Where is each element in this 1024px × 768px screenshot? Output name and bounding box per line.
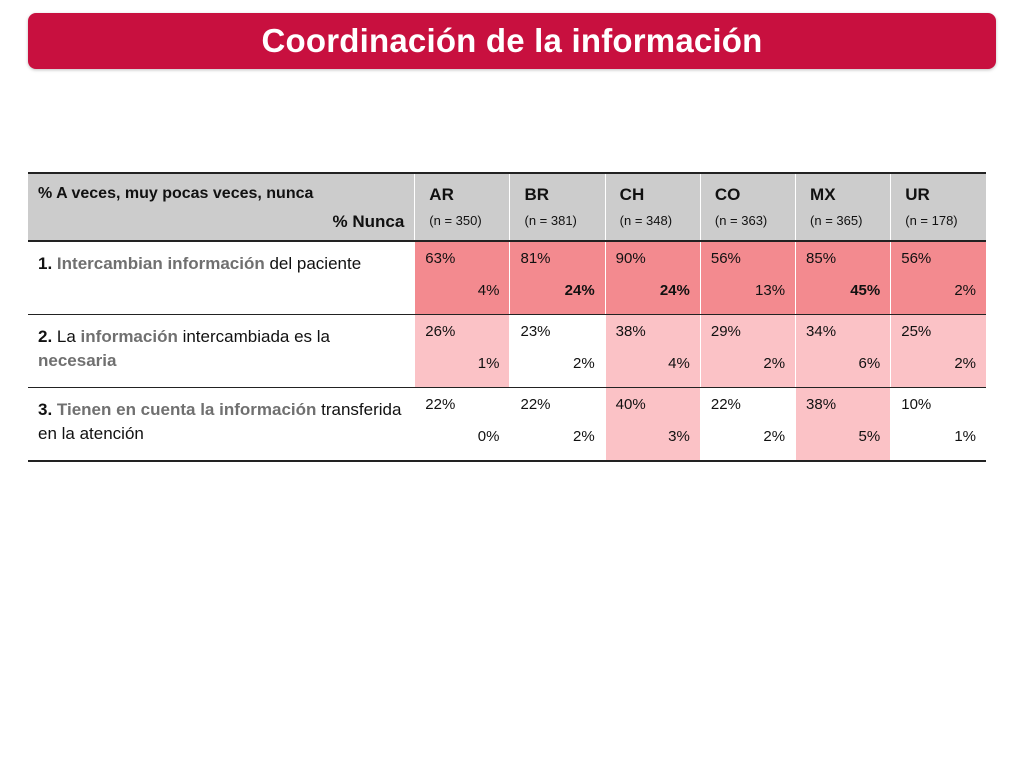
table-row: 2. La información intercambiada es la ne… <box>28 314 986 388</box>
cell-value-never: 13% <box>755 282 786 299</box>
table-cell: 26% 1% <box>414 314 510 388</box>
table-cell: 56% 13% <box>699 241 796 315</box>
country-code: AR <box>429 185 454 204</box>
row-label: 1. Intercambian información del paciente <box>28 241 415 315</box>
cell-value-sometimes: 63% <box>425 250 456 267</box>
cell-value-sometimes: 29% <box>710 323 741 340</box>
header-country-mx: MX (n = 365) <box>795 172 891 242</box>
row-label: 3. Tienen en cuenta la información trans… <box>28 387 415 462</box>
cell-value-never: 2% <box>572 355 595 372</box>
cell-value-sometimes: 90% <box>615 250 646 267</box>
cell-value-sometimes: 85% <box>806 250 837 267</box>
table-header-row: % A veces, muy pocas veces, nunca % Nunc… <box>28 172 986 242</box>
table-cell: 34% 6% <box>795 314 891 388</box>
row-number: 3. <box>38 400 53 419</box>
table-cell: 90% 24% <box>604 241 701 315</box>
row-label-highlight: Intercambian información <box>56 254 265 273</box>
cell-value-never: 1% <box>954 428 976 445</box>
table-cell: 22% 2% <box>509 387 606 462</box>
country-sample-size: (n = 178) <box>905 213 958 228</box>
header-country-ch: CH (n = 348) <box>604 172 701 242</box>
row-number: 1. <box>38 254 53 273</box>
table-row: 3. Tienen en cuenta la información trans… <box>28 387 986 462</box>
cell-value-sometimes: 81% <box>520 250 551 267</box>
row-label-highlight: necesaria <box>38 351 117 370</box>
cell-value-sometimes: 40% <box>615 396 646 413</box>
cell-value-sometimes: 22% <box>425 396 456 413</box>
table-cell: 22% 0% <box>414 387 510 462</box>
cell-value-never: 2% <box>763 428 786 445</box>
country-code: CH <box>619 185 645 204</box>
cell-value-sometimes: 10% <box>901 396 932 413</box>
cell-value-never: 2% <box>763 355 786 372</box>
header-country-br: BR (n = 381) <box>509 172 606 242</box>
header-country-co: CO (n = 363) <box>699 172 796 242</box>
row-label-text: La <box>52 327 81 346</box>
table-cell: 22% 2% <box>699 387 796 462</box>
row-label-highlight: información <box>80 327 178 346</box>
country-code: MX <box>810 185 836 204</box>
cell-value-sometimes: 38% <box>615 323 646 340</box>
header-label-cell: % A veces, muy pocas veces, nunca % Nunc… <box>28 172 415 242</box>
header-never-label: % Nunca <box>332 212 405 231</box>
cell-value-sometimes: 22% <box>520 396 551 413</box>
country-sample-size: (n = 350) <box>429 213 482 228</box>
table-row: 1. Intercambian información del paciente… <box>28 241 986 315</box>
cell-value-never: 2% <box>954 282 976 299</box>
cell-value-sometimes: 56% <box>710 250 741 267</box>
table-cell: 38% 4% <box>604 314 701 388</box>
table-cell: 29% 2% <box>699 314 796 388</box>
cell-value-never: 5% <box>858 428 881 445</box>
row-label-highlight: Tienen en cuenta la información <box>56 400 317 419</box>
slide-title: Coordinación de la información <box>28 13 996 69</box>
table-cell: 56% 2% <box>890 241 986 315</box>
row-label-text: del paciente <box>264 254 362 273</box>
country-code: UR <box>905 185 930 204</box>
country-sample-size: (n = 381) <box>524 213 577 228</box>
cell-value-never: 2% <box>954 355 976 372</box>
cell-value-sometimes: 25% <box>901 323 932 340</box>
header-measure-label: % A veces, muy pocas veces, nunca <box>38 185 314 202</box>
cell-value-sometimes: 38% <box>806 396 837 413</box>
cell-value-sometimes: 56% <box>901 250 932 267</box>
table-cell: 63% 4% <box>414 241 510 315</box>
cell-value-never: 2% <box>572 428 595 445</box>
table-cell: 85% 45% <box>795 241 891 315</box>
cell-value-never: 45% <box>850 282 881 299</box>
cell-value-never: 0% <box>477 428 500 445</box>
cell-value-sometimes: 34% <box>806 323 837 340</box>
country-code: CO <box>714 185 741 204</box>
cell-value-sometimes: 22% <box>710 396 741 413</box>
cell-value-never: 24% <box>659 282 690 299</box>
table-cell: 10% 1% <box>890 387 986 462</box>
cell-value-never: 1% <box>477 355 500 372</box>
table-cell: 81% 24% <box>509 241 606 315</box>
row-label: 2. La información intercambiada es la ne… <box>28 314 415 388</box>
header-country-ar: AR (n = 350) <box>414 172 510 242</box>
table-cell: 23% 2% <box>509 314 606 388</box>
cell-value-never: 4% <box>668 355 690 372</box>
cell-value-sometimes: 23% <box>520 323 551 340</box>
country-sample-size: (n = 363) <box>714 213 768 228</box>
row-label-text: transferida en la atención <box>38 400 402 443</box>
header-country-ur: UR (n = 178) <box>890 172 986 242</box>
table-cell: 38% 5% <box>795 387 891 462</box>
row-number: 2. <box>38 327 53 346</box>
cell-value-sometimes: 26% <box>425 323 456 340</box>
cell-value-never: 24% <box>564 282 595 299</box>
table-cell: 25% 2% <box>890 314 986 388</box>
cell-value-never: 6% <box>858 355 881 372</box>
cell-value-never: 4% <box>477 282 500 299</box>
cell-value-never: 3% <box>668 428 690 445</box>
results-table: % A veces, muy pocas veces, nunca % Nunc… <box>28 172 986 462</box>
table-cell: 40% 3% <box>604 387 701 462</box>
country-sample-size: (n = 348) <box>619 213 673 228</box>
country-code: BR <box>524 185 550 204</box>
country-sample-size: (n = 365) <box>810 213 863 228</box>
row-label-text: intercambiada es la <box>177 327 330 346</box>
